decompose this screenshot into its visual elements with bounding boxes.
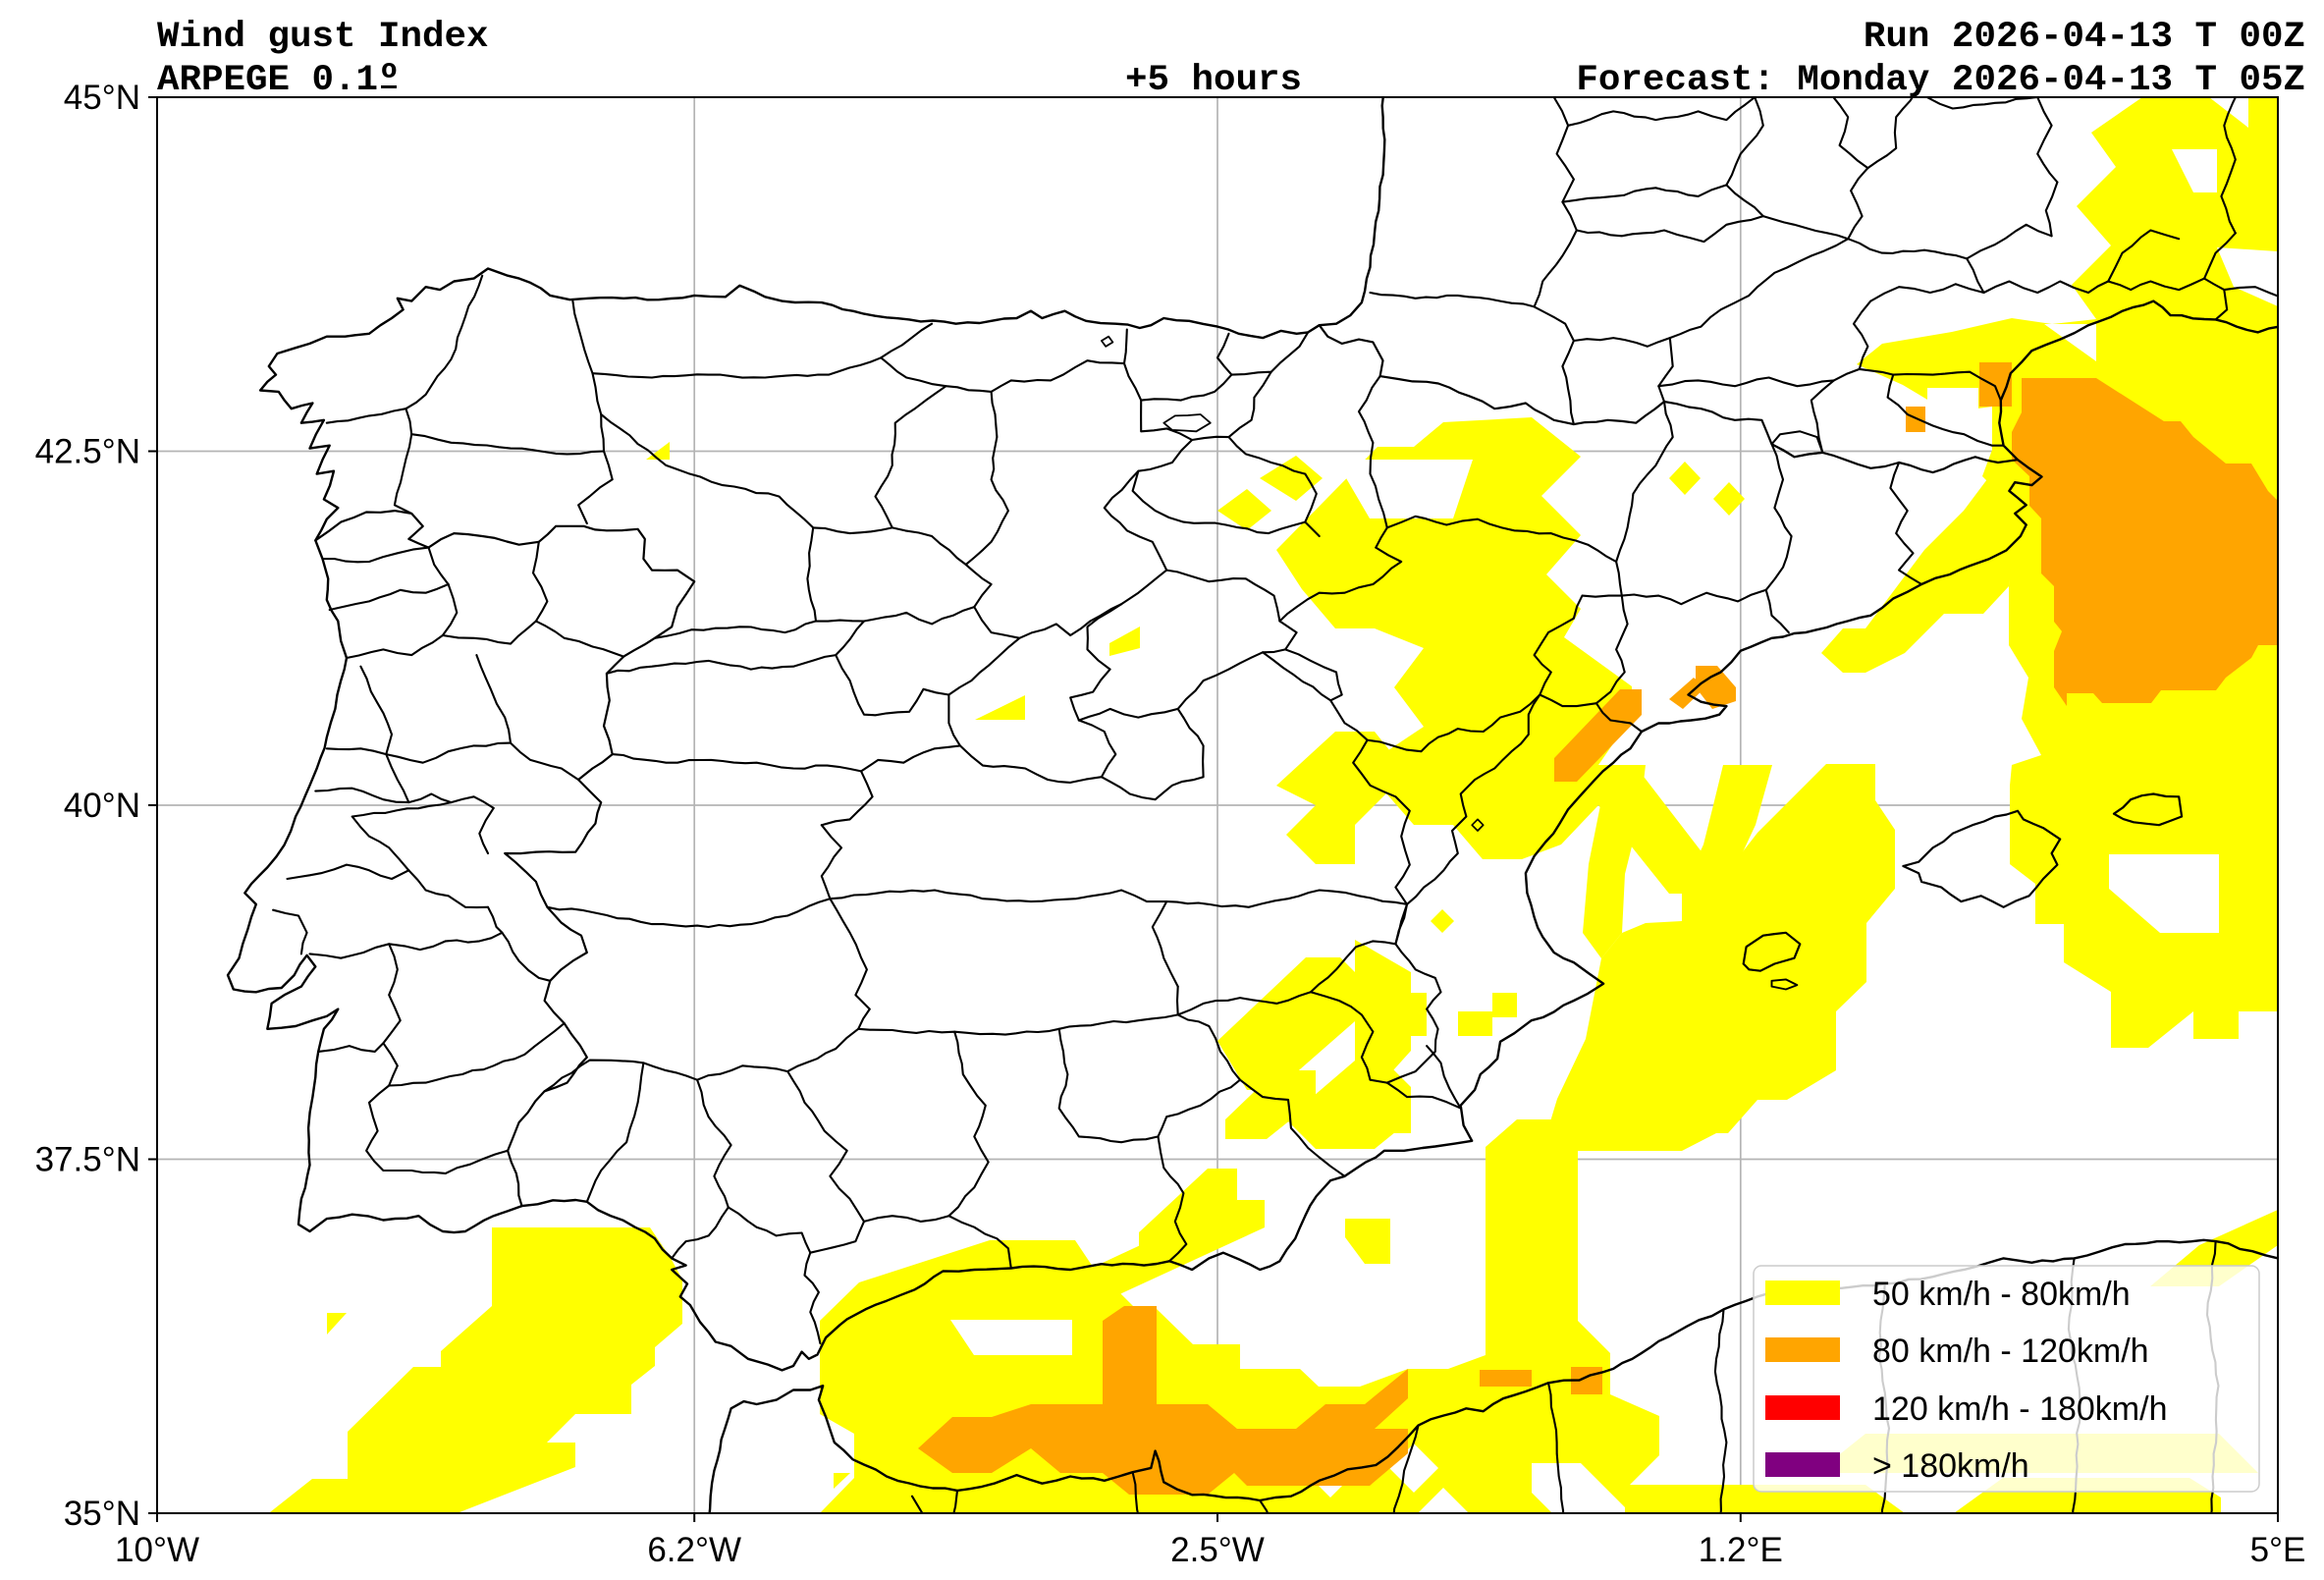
- svg-text:Forecast: Monday 2026-04-13 T: Forecast: Monday 2026-04-13 T 05Z: [1576, 60, 2305, 101]
- svg-text:5°E: 5°E: [2250, 1531, 2306, 1569]
- svg-text:6.2°W: 6.2°W: [647, 1531, 741, 1569]
- svg-text:1.2°E: 1.2°E: [1699, 1531, 1783, 1569]
- svg-text:35°N: 35°N: [64, 1495, 140, 1533]
- svg-text:ARPEGE 0.1º: ARPEGE 0.1º: [157, 60, 401, 101]
- svg-text:42.5°N: 42.5°N: [35, 433, 140, 471]
- svg-text:+5 hours: +5 hours: [1125, 60, 1302, 101]
- svg-text:37.5°N: 37.5°N: [35, 1141, 140, 1179]
- svg-text:> 180km/h: > 180km/h: [1872, 1447, 2029, 1485]
- svg-text:10°W: 10°W: [115, 1531, 199, 1569]
- svg-text:Wind gust Index: Wind gust Index: [157, 17, 489, 58]
- svg-text:2.5°W: 2.5°W: [1170, 1531, 1265, 1569]
- svg-text:50 km/h - 80km/h: 50 km/h - 80km/h: [1872, 1276, 2131, 1313]
- svg-text:80 km/h - 120km/h: 80 km/h - 120km/h: [1872, 1333, 2149, 1370]
- svg-text:40°N: 40°N: [64, 787, 140, 825]
- svg-text:120 km/h - 180km/h: 120 km/h - 180km/h: [1872, 1390, 2167, 1428]
- svg-text:45°N: 45°N: [64, 79, 140, 117]
- svg-text:Run 2026-04-13 T 00Z: Run 2026-04-13 T 00Z: [1864, 17, 2305, 58]
